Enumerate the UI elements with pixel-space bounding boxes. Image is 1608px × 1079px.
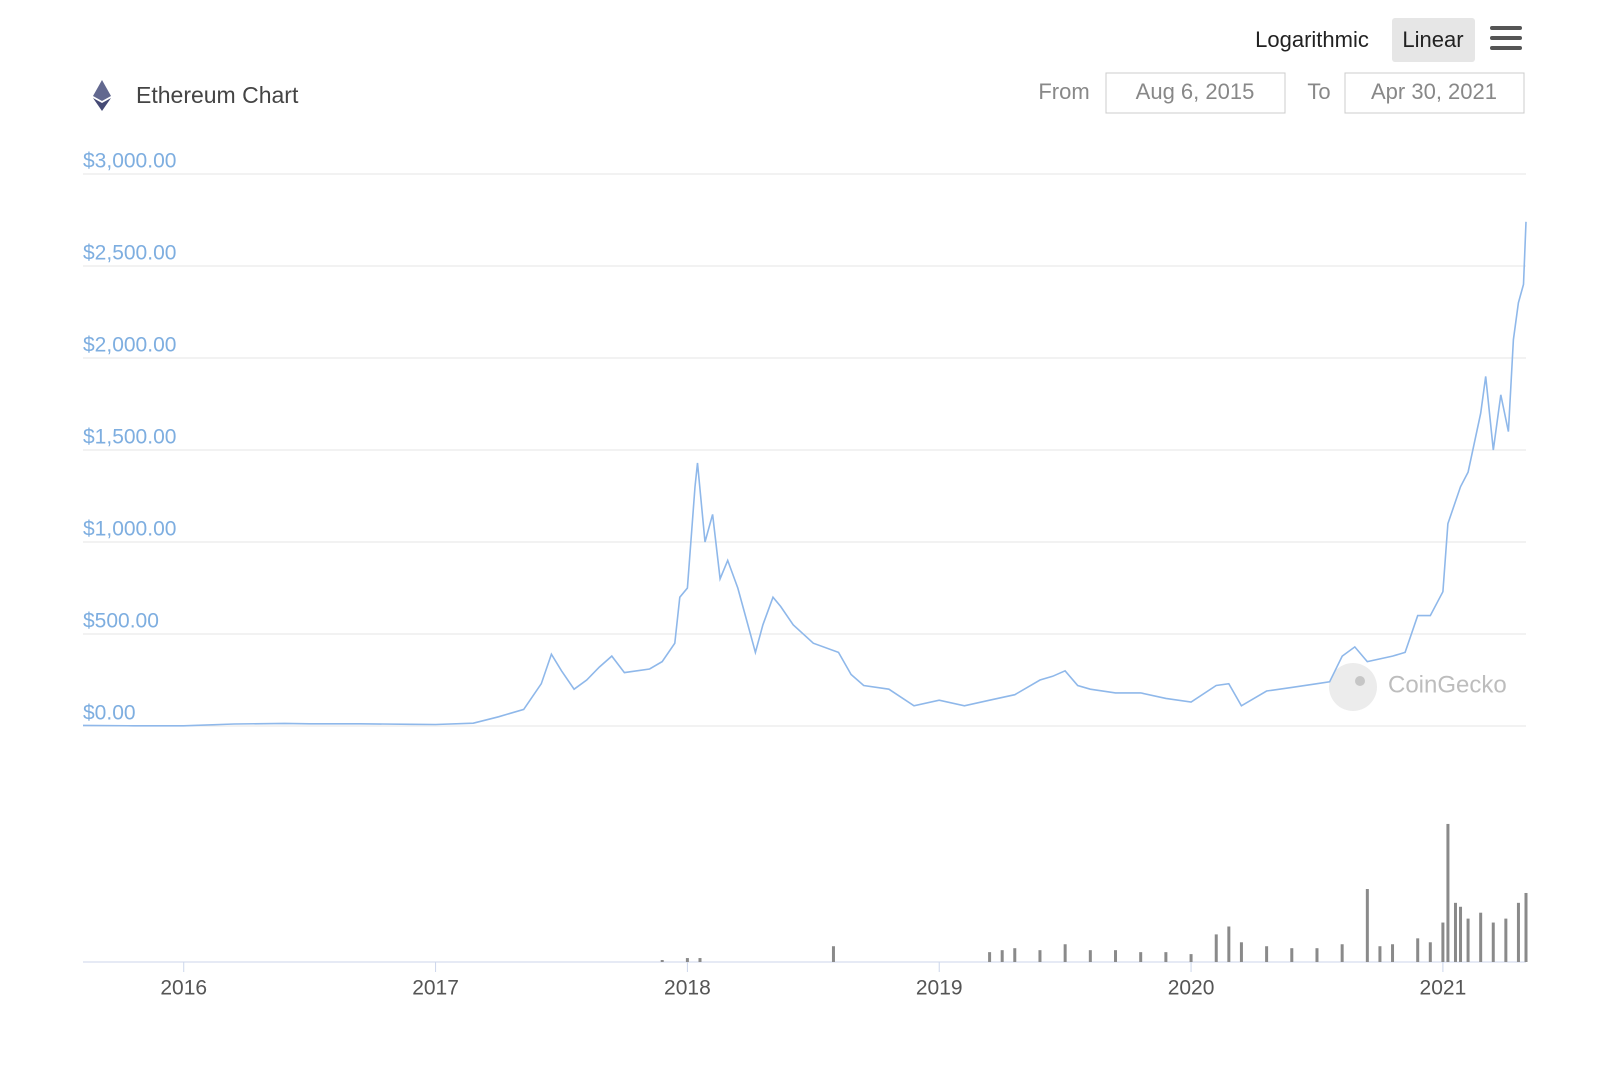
x-tick-label: 2016 bbox=[160, 977, 207, 1000]
volume-bar bbox=[1000, 950, 1004, 962]
volume-bar bbox=[1516, 902, 1520, 962]
volume-bar bbox=[1441, 922, 1445, 962]
from-input[interactable] bbox=[1105, 72, 1286, 114]
to-input[interactable] bbox=[1344, 72, 1525, 114]
volume-bar bbox=[1290, 948, 1294, 962]
from-label: From bbox=[1038, 79, 1089, 104]
volume-bar bbox=[1479, 912, 1483, 962]
volume-bar bbox=[1453, 902, 1457, 962]
log-button[interactable]: Logarithmic bbox=[1255, 27, 1369, 52]
y-tick-label: $1,500.00 bbox=[83, 426, 176, 449]
volume-bar bbox=[1315, 948, 1319, 962]
volume-bar bbox=[1428, 942, 1432, 962]
linear-button[interactable]: Linear bbox=[1402, 27, 1463, 52]
volume-bar bbox=[1378, 946, 1382, 962]
volume-bar bbox=[698, 958, 702, 962]
volume-bar bbox=[1114, 950, 1118, 962]
y-tick-label: $3,000.00 bbox=[83, 150, 176, 173]
volume-bar bbox=[1524, 892, 1528, 962]
y-tick-label: $500.00 bbox=[83, 610, 159, 633]
volume-bar bbox=[1013, 948, 1017, 962]
volume-bar bbox=[1038, 950, 1042, 962]
from-date[interactable]: Aug 6, 2015 bbox=[1136, 79, 1255, 104]
volume-bar bbox=[1504, 918, 1508, 962]
y-tick-label: $2,000.00 bbox=[83, 334, 176, 357]
volume-bar bbox=[1139, 952, 1143, 962]
linear-button-bg[interactable] bbox=[1392, 18, 1475, 62]
volume-bar bbox=[685, 958, 689, 962]
menu-icon[interactable] bbox=[1490, 26, 1522, 50]
chart-title: Ethereum Chart bbox=[136, 82, 299, 108]
watermark: CoinGecko bbox=[1329, 663, 1507, 711]
volume-bar bbox=[1391, 944, 1395, 962]
to-date[interactable]: Apr 30, 2021 bbox=[1371, 79, 1497, 104]
volume-bar bbox=[1340, 944, 1344, 962]
x-tick-label: 2021 bbox=[1420, 977, 1467, 1000]
x-tick-label: 2019 bbox=[916, 977, 963, 1000]
x-tick-label: 2018 bbox=[664, 977, 711, 1000]
price-line bbox=[82, 221, 1527, 727]
y-tick-label: $2,500.00 bbox=[83, 242, 176, 265]
volume-bar bbox=[1365, 889, 1369, 962]
y-tick-label: $1,000.00 bbox=[83, 518, 176, 541]
x-tick-label: 2020 bbox=[1168, 977, 1215, 1000]
volume-bar bbox=[1239, 942, 1243, 962]
volume-bar bbox=[1491, 922, 1495, 962]
volume-bar bbox=[988, 952, 992, 962]
volume-bar bbox=[831, 946, 835, 962]
volume-bar bbox=[1459, 906, 1463, 962]
y-tick-label: $0.00 bbox=[83, 702, 136, 725]
to-label: To bbox=[1307, 79, 1330, 104]
volume-bar bbox=[1446, 823, 1450, 962]
volume-bar bbox=[1214, 934, 1218, 962]
volume-bar bbox=[1063, 944, 1067, 962]
volume-bar bbox=[1227, 926, 1231, 962]
volume-bar bbox=[1466, 918, 1470, 962]
volume-bar bbox=[1164, 952, 1168, 962]
volume-bar bbox=[1088, 950, 1092, 962]
volume-bar bbox=[1416, 938, 1420, 962]
eth-icon bbox=[93, 80, 111, 111]
volume-bar bbox=[660, 960, 664, 962]
x-tick-label: 2017 bbox=[412, 977, 459, 1000]
watermark-text: CoinGecko bbox=[1388, 671, 1507, 698]
volume-bar bbox=[1265, 946, 1269, 962]
volume-bar bbox=[1189, 954, 1193, 962]
